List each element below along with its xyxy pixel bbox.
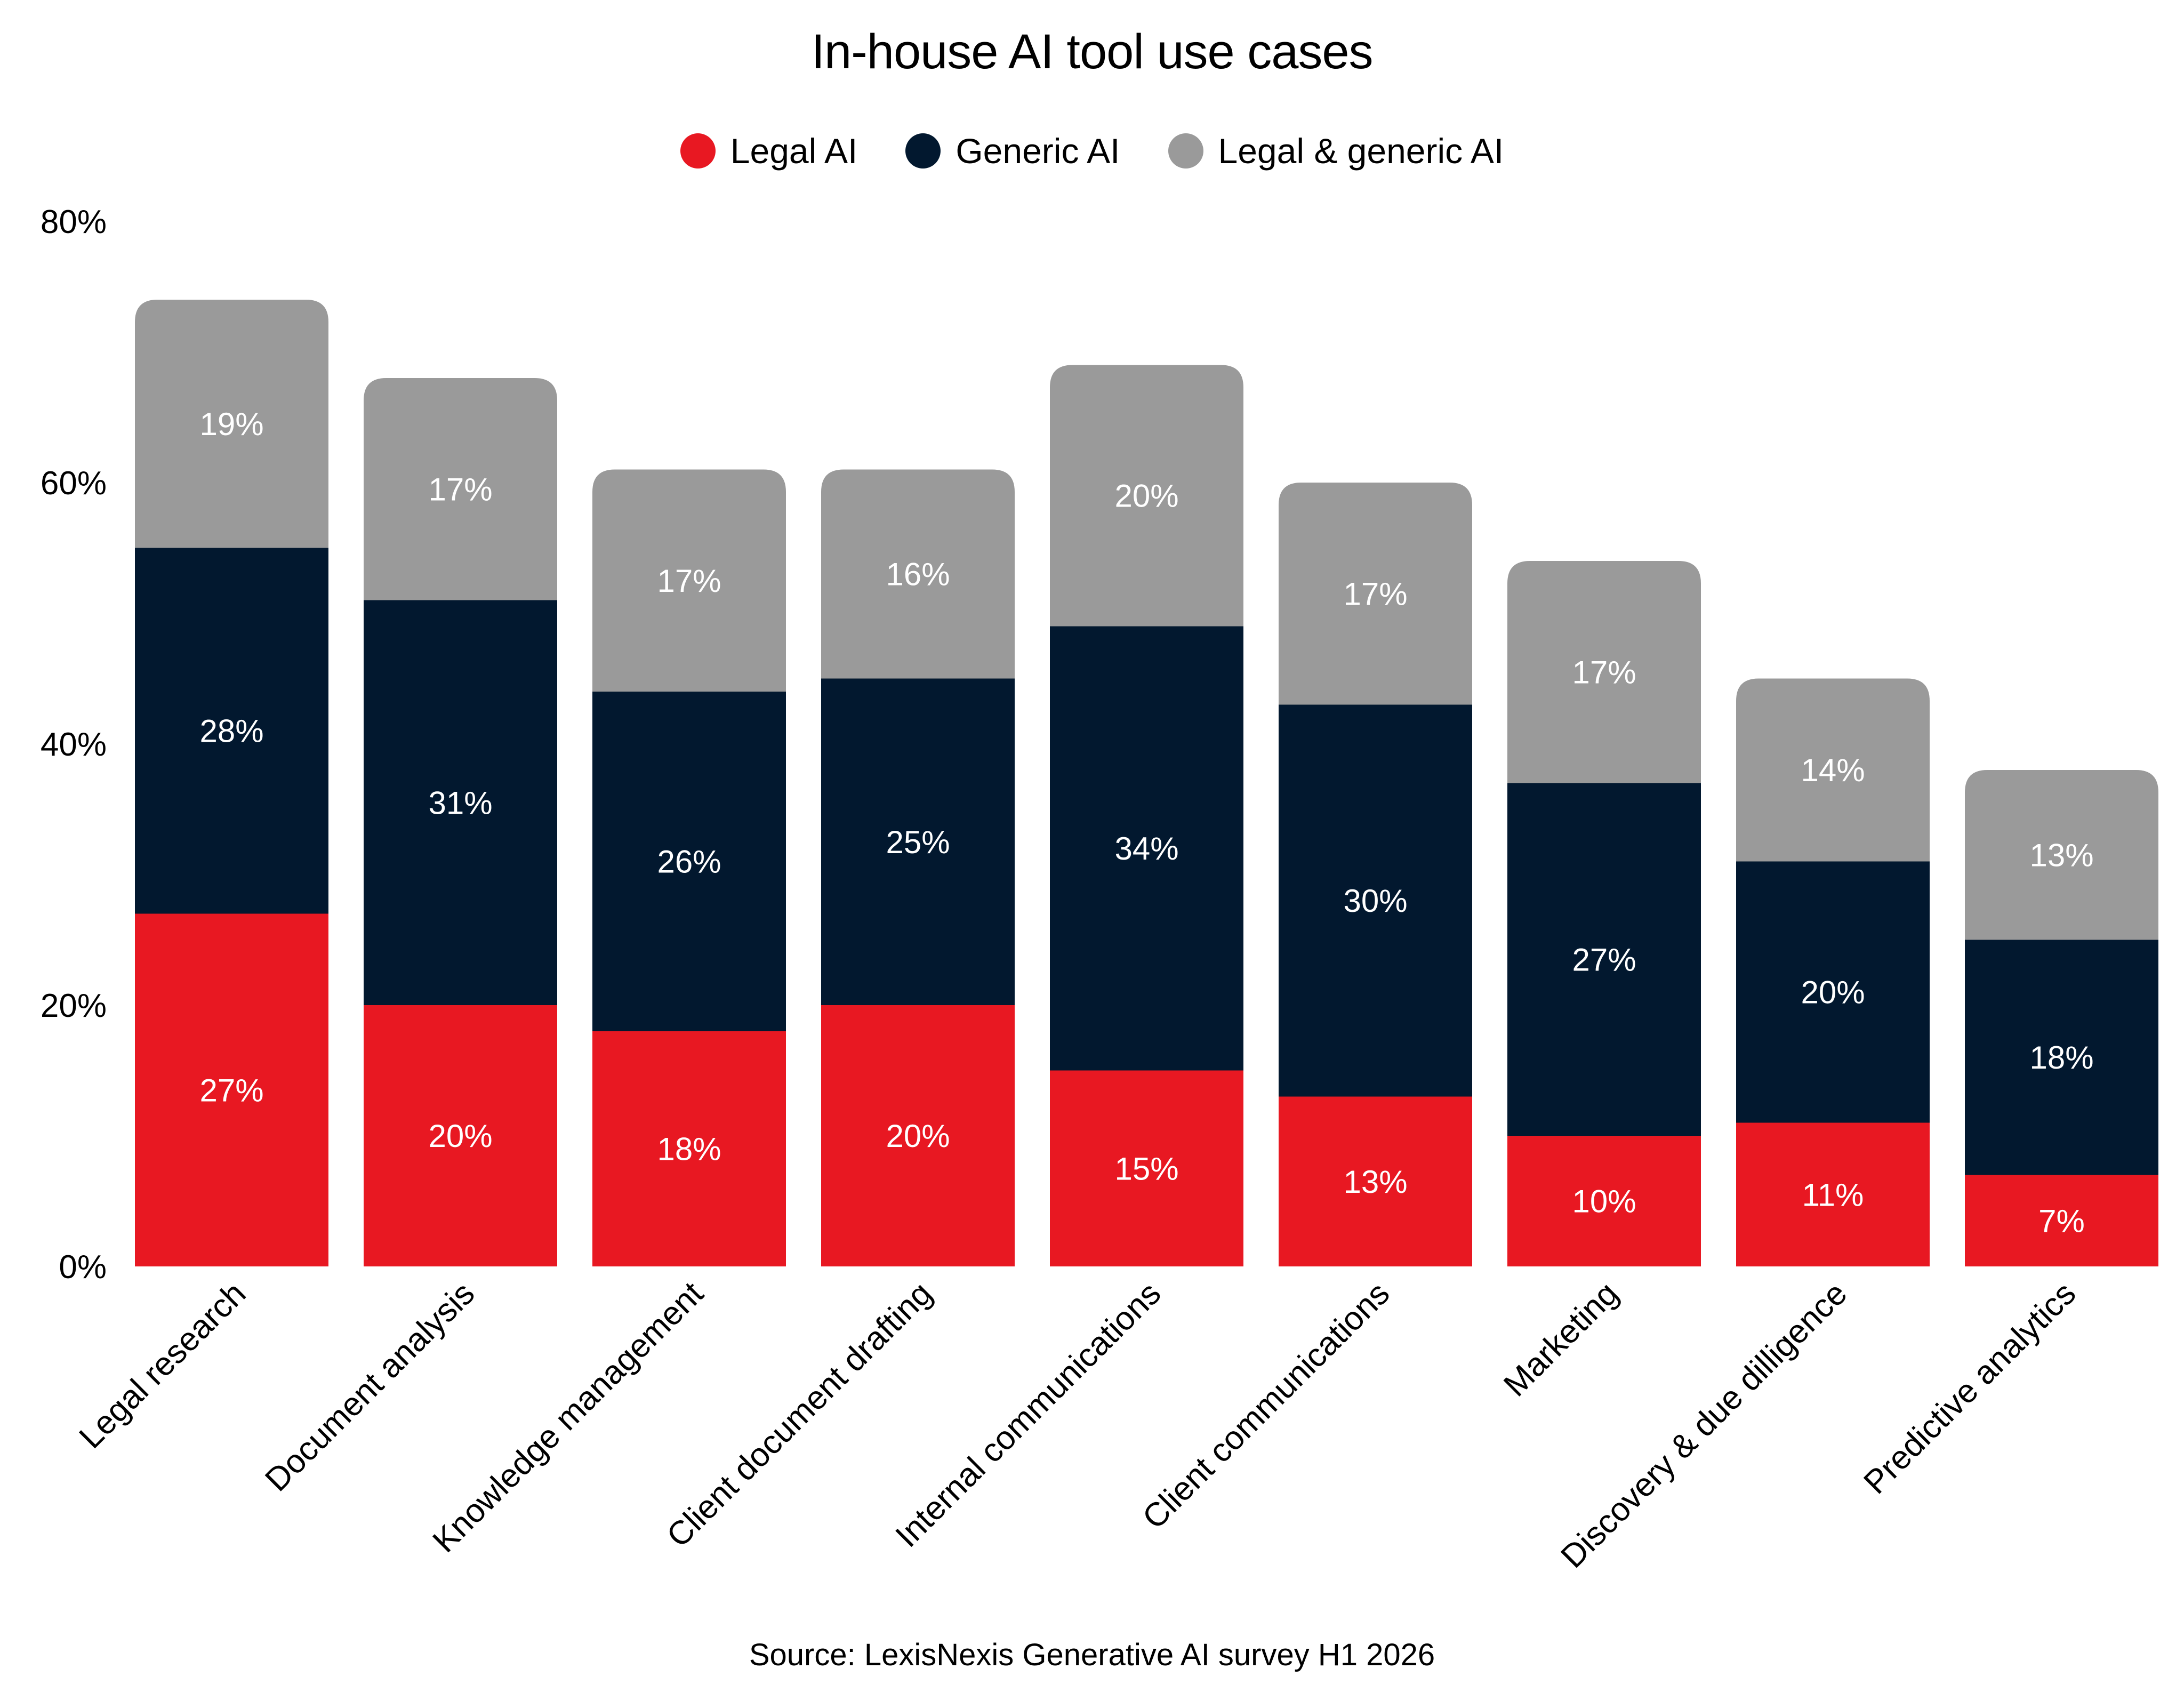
bars: 27% 28% 19% 20% 31% 17% 18% 26% 17% 20% 25% 16% 15% 3… xyxy=(135,300,2158,1266)
data-label: 17% xyxy=(657,563,721,599)
x-tick-label: Predictive analytics xyxy=(1857,1275,2083,1501)
y-tick-label: 60% xyxy=(41,465,107,502)
data-label: 19% xyxy=(199,406,263,442)
data-label: 17% xyxy=(1572,654,1636,690)
legend-label-legal-and-generic-ai: Legal & generic AI xyxy=(1218,131,1504,171)
bar-segment-legal-ai[interactable] xyxy=(1279,1096,1472,1267)
bar-stack-knowledge-management: 18% 26% 17% xyxy=(592,469,786,1266)
legend-swatch-generic-ai xyxy=(905,133,941,169)
data-label: 17% xyxy=(428,471,492,507)
legend: Legal AI Generic AI Legal & generic AI xyxy=(0,131,2184,171)
y-tick-label: 20% xyxy=(41,988,107,1024)
y-axis: 0% 20% 40% 60% 80% xyxy=(41,204,107,1286)
y-tick-label: 0% xyxy=(59,1249,107,1286)
chart-title: In-house AI tool use cases xyxy=(811,25,1373,79)
data-label: 20% xyxy=(428,1118,492,1154)
legend-item-legal-and-generic-ai[interactable]: Legal & generic AI xyxy=(1168,131,1504,171)
data-label: 13% xyxy=(2029,837,2093,873)
data-label: 20% xyxy=(1114,478,1178,514)
x-tick-label: Document analysis xyxy=(258,1275,481,1498)
data-label: 20% xyxy=(886,1118,950,1154)
data-label: 18% xyxy=(657,1132,721,1167)
bar-segment-legal-and-generic-ai[interactable] xyxy=(1507,561,1701,783)
bar-segment-generic-ai[interactable] xyxy=(135,548,328,914)
bar-segment-legal-ai[interactable] xyxy=(1507,1136,1701,1266)
bar-stack-predictive-analytics: 7% 18% 13% xyxy=(1965,770,2158,1266)
legend-swatch-legal-and-generic-ai xyxy=(1168,133,1203,169)
bar-segment-generic-ai[interactable] xyxy=(1736,861,1930,1123)
data-label: 14% xyxy=(1801,752,1865,788)
x-tick-label: Marketing xyxy=(1497,1275,1625,1403)
bar-stack-client-document-drafting: 20% 25% 16% xyxy=(821,469,1015,1266)
bar-segment-legal-and-generic-ai[interactable] xyxy=(1965,770,2158,940)
data-label: 34% xyxy=(1114,831,1178,866)
y-tick-label: 80% xyxy=(41,204,107,240)
bar-segment-legal-and-generic-ai[interactable] xyxy=(1736,678,1930,862)
bar-stack-marketing: 10% 27% 17% xyxy=(1507,561,1701,1266)
data-label: 10% xyxy=(1572,1184,1636,1219)
legend-label-generic-ai: Generic AI xyxy=(956,131,1120,171)
x-tick-label: Client document drafting xyxy=(660,1275,939,1554)
data-label: 16% xyxy=(886,557,950,592)
bar-segment-generic-ai[interactable] xyxy=(1507,783,1701,1136)
y-tick-label: 40% xyxy=(41,726,107,763)
bar-stack-document-analysis: 20% 31% 17% xyxy=(364,378,557,1266)
data-label: 31% xyxy=(428,785,492,821)
data-label: 18% xyxy=(2029,1040,2093,1076)
bar-segment-legal-ai[interactable] xyxy=(1050,1070,1243,1267)
bar-segment-legal-ai[interactable] xyxy=(1965,1175,2158,1267)
data-label: 20% xyxy=(1801,975,1865,1010)
bar-segment-legal-and-generic-ai[interactable] xyxy=(135,300,328,548)
bar-stack-discovery-and-due-dilligence: 11% 20% 14% xyxy=(1736,678,1930,1267)
bar-segment-legal-ai[interactable] xyxy=(821,1005,1015,1266)
data-label: 15% xyxy=(1114,1151,1178,1186)
data-label: 27% xyxy=(1572,942,1636,977)
bar-segment-generic-ai[interactable] xyxy=(1279,704,1472,1097)
bar-stack-legal-research: 27% 28% 19% xyxy=(135,300,328,1266)
data-label: 17% xyxy=(1343,576,1407,612)
legend-swatch-legal-ai xyxy=(680,133,716,169)
bar-segment-legal-ai[interactable] xyxy=(592,1031,786,1266)
bar-stack-client-communications: 13% 30% 17% xyxy=(1279,483,1472,1266)
legend-label-legal-ai: Legal AI xyxy=(730,131,858,171)
bar-segment-generic-ai[interactable] xyxy=(1050,626,1243,1071)
x-tick-label: Internal communications xyxy=(888,1275,1168,1554)
data-label: 7% xyxy=(2038,1203,2085,1239)
bar-segment-legal-and-generic-ai[interactable] xyxy=(821,469,1015,679)
bar-segment-legal-and-generic-ai[interactable] xyxy=(364,378,557,600)
bar-segment-generic-ai[interactable] xyxy=(592,692,786,1031)
bar-segment-generic-ai[interactable] xyxy=(364,600,557,1006)
source-note: Source: LexisNexis Generative AI survey … xyxy=(749,1638,1435,1672)
bar-segment-legal-ai[interactable] xyxy=(364,1005,557,1266)
data-label: 30% xyxy=(1343,883,1407,919)
data-label: 25% xyxy=(886,824,950,860)
data-label: 13% xyxy=(1343,1164,1407,1200)
x-tick-label: Legal research xyxy=(73,1275,253,1456)
data-label: 11% xyxy=(1802,1177,1864,1213)
legend-item-generic-ai[interactable]: Generic AI xyxy=(905,131,1120,171)
bar-segment-generic-ai[interactable] xyxy=(821,678,1015,1006)
x-axis: Legal research Document analysisKnowledge… xyxy=(73,1275,2083,1575)
bar-segment-legal-ai[interactable] xyxy=(1736,1122,1930,1267)
legend-item-legal-ai[interactable]: Legal AI xyxy=(680,131,858,171)
data-label: 26% xyxy=(657,844,721,880)
bar-segment-legal-and-generic-ai[interactable] xyxy=(1050,365,1243,627)
data-label: 27% xyxy=(199,1072,263,1108)
bar-segment-generic-ai[interactable] xyxy=(1965,940,2158,1175)
bar-segment-legal-and-generic-ai[interactable] xyxy=(1279,483,1472,705)
bar-segment-legal-and-generic-ai[interactable] xyxy=(592,469,786,692)
bar-segment-legal-ai[interactable] xyxy=(135,913,328,1267)
x-tick-label: Knowledge management xyxy=(426,1275,711,1560)
bar-stack-internal-communications: 15% 34% 20% xyxy=(1050,365,1243,1267)
data-label: 28% xyxy=(199,713,263,749)
x-tick-label: Client communications xyxy=(1136,1275,1397,1536)
